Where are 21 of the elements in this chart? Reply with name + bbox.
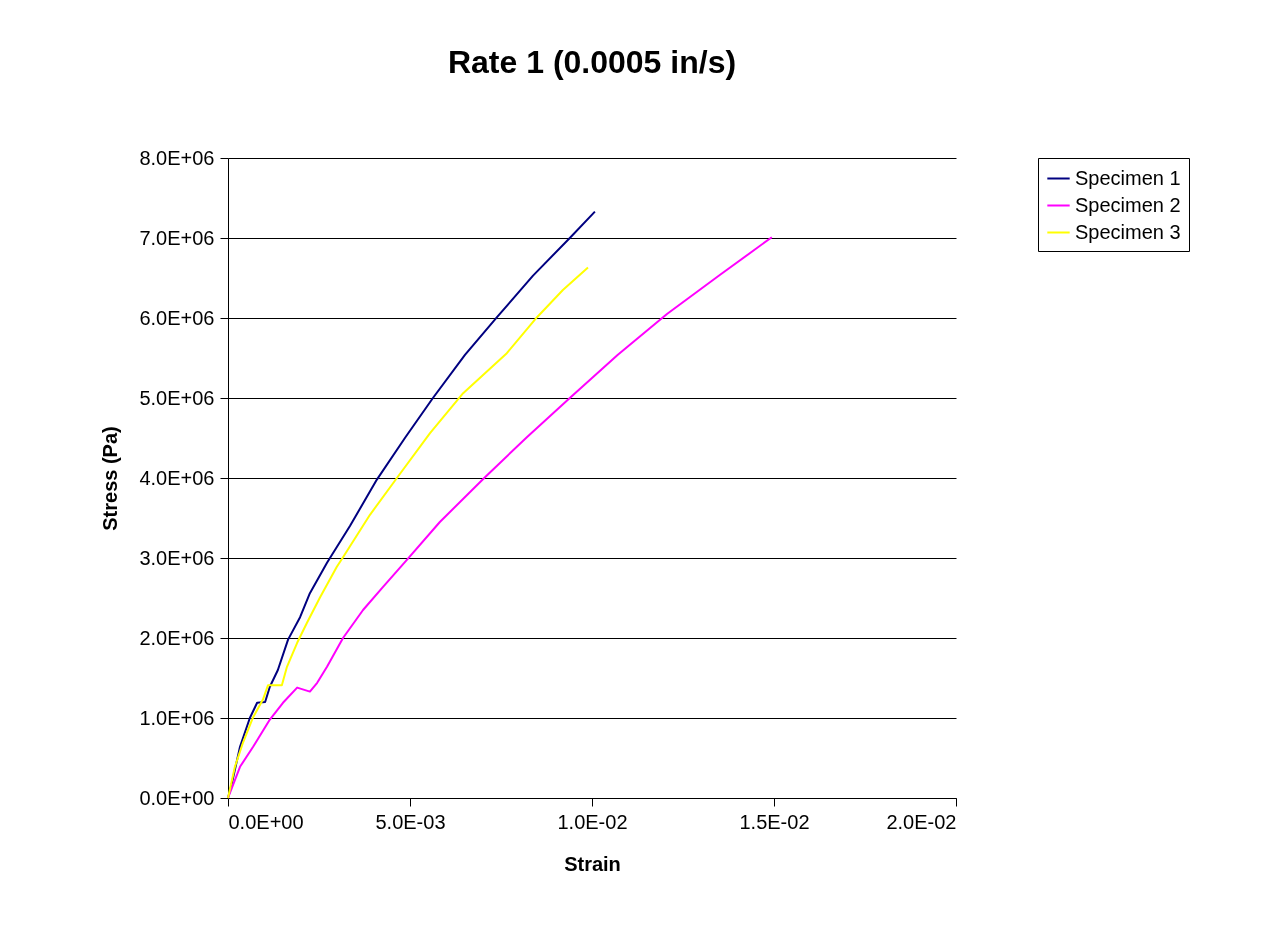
x-tick-label: 2.0E-02 [886,810,957,833]
y-axis-title: Stress (Pa) [99,426,122,531]
line-series [227,236,773,799]
legend-label: Specimen 2 [1075,193,1181,216]
y-tick-label: 8.0E+06 [139,146,215,169]
y-tick-label: 3.0E+06 [139,546,215,569]
x-tick-label: 1.5E-02 [739,810,810,833]
chart-title: Rate 1 (0.0005 in/s) [447,44,737,80]
y-tick-label: 6.0E+06 [139,306,215,329]
y-tick-label: 0.0E+00 [139,786,215,809]
y-tick-label: 7.0E+06 [139,226,215,249]
x-tick-label: 0.0E+00 [228,810,304,833]
y-tick-label: 2.0E+06 [139,626,215,649]
legend-label: Specimen 1 [1075,166,1181,189]
x-tick-label: 5.0E-03 [375,810,446,833]
x-tick-label: 1.0E-02 [557,810,628,833]
y-tick-label: 4.0E+06 [139,466,215,489]
x-axis-title: Strain [564,852,621,875]
y-tick-label: 1.0E+06 [139,706,215,729]
legend-label: Specimen 3 [1075,220,1181,243]
y-tick-label: 5.0E+06 [139,386,215,409]
